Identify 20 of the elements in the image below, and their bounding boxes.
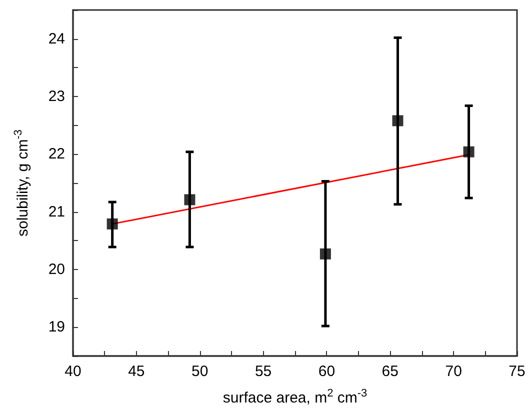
x-tick-label: 70 xyxy=(445,363,462,380)
x-tick-label: 75 xyxy=(508,363,526,380)
x-tick-label: 40 xyxy=(64,363,82,380)
point xyxy=(184,194,196,206)
point xyxy=(320,248,331,260)
x-tick-label: 60 xyxy=(318,363,336,380)
y-tick-label: 24 xyxy=(48,30,65,48)
point xyxy=(463,146,474,158)
y-axis-title: solubility, g cm-3 xyxy=(12,129,32,237)
y-tick-label: 23 xyxy=(48,88,65,105)
y-tick-label: 20 xyxy=(48,261,65,278)
x-tick-label: 55 xyxy=(254,363,272,380)
y-tick-label: 21 xyxy=(48,203,65,220)
x-tick-label: 65 xyxy=(382,363,398,380)
y-tick-label: 22 xyxy=(48,146,65,163)
point xyxy=(106,218,118,230)
y-tick-label: 19 xyxy=(48,318,65,336)
point xyxy=(392,115,404,126)
x-tick-label: 45 xyxy=(128,363,145,380)
x-tick-label: 50 xyxy=(192,363,208,380)
